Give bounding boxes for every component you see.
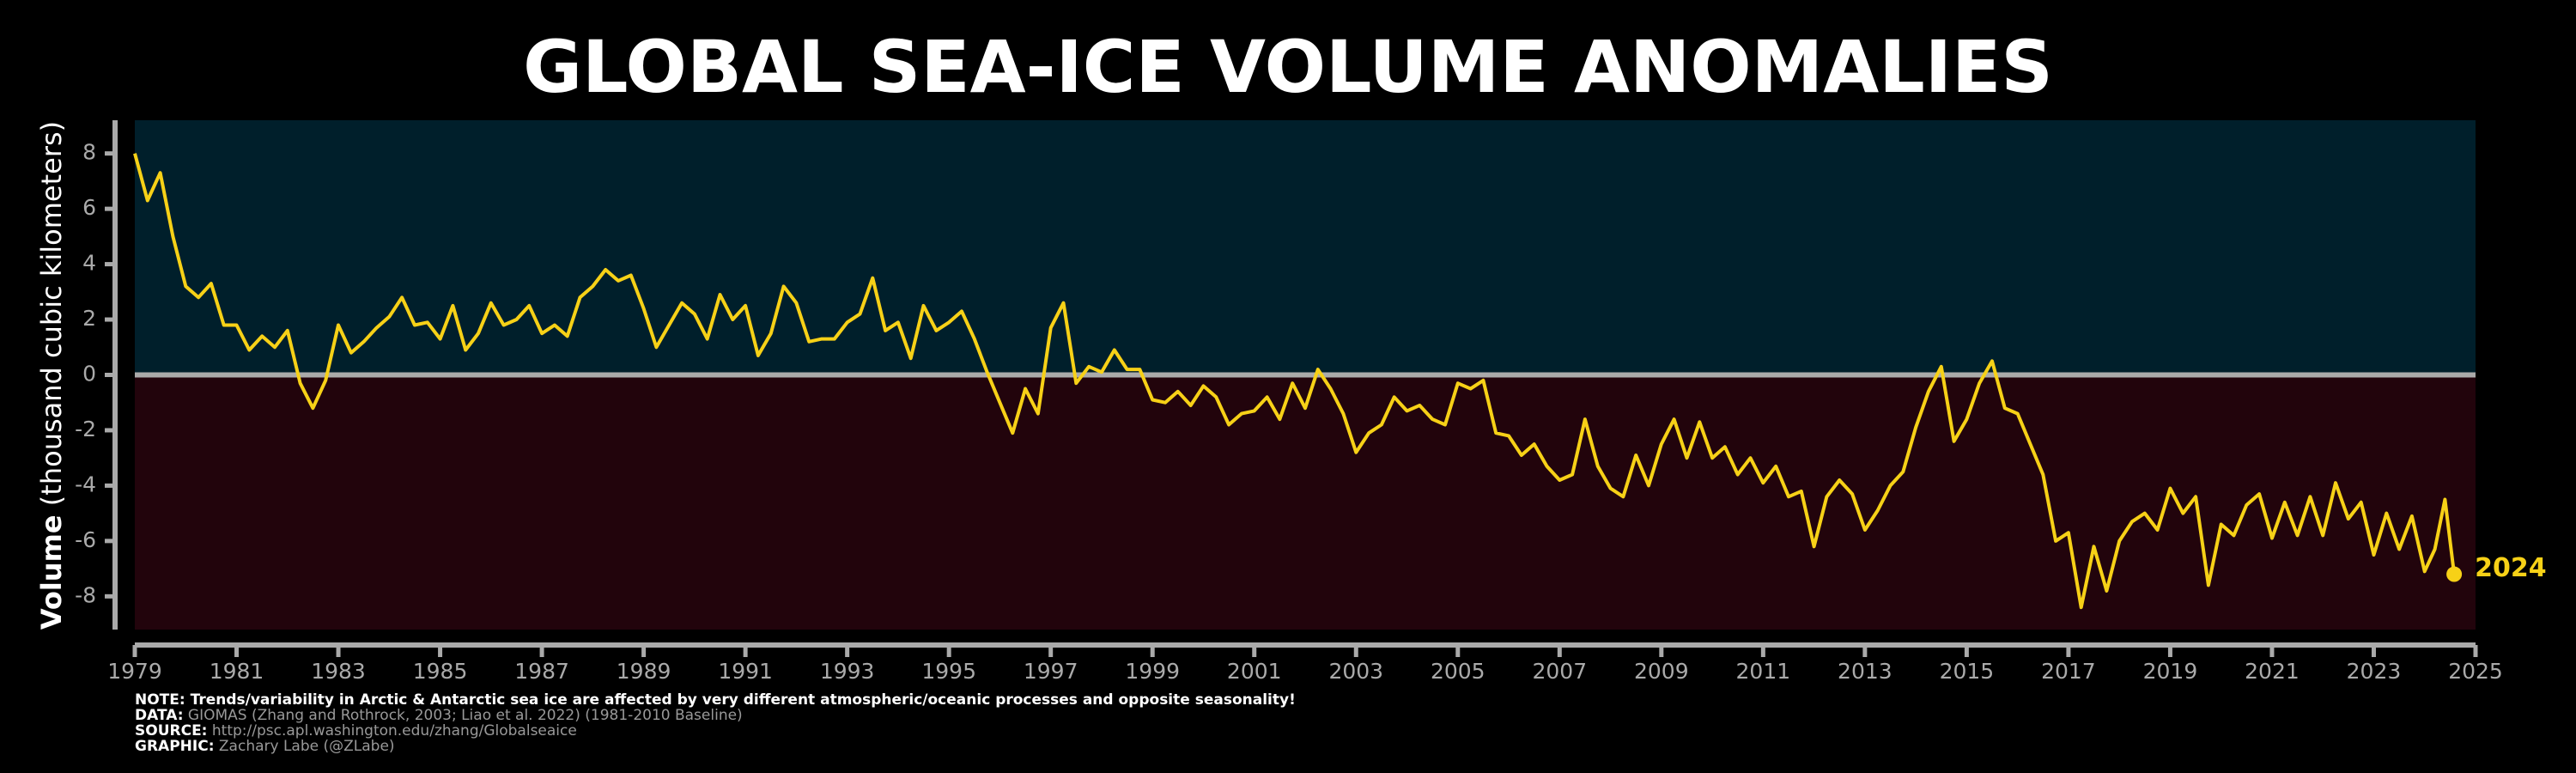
footnote: GRAPHIC: Zachary Labe (@ZLabe) — [135, 738, 395, 755]
x-tick-label: 2001 — [1227, 659, 1282, 684]
x-tick-label: 2017 — [2041, 659, 2096, 684]
x-tick-label: 2025 — [2448, 659, 2503, 684]
x-tick-label: 2007 — [1532, 659, 1587, 684]
footnote: DATA: GIOMAS (Zhang and Rothrock, 2003; … — [135, 707, 743, 724]
footnote: SOURCE: http://psc.apl.washington.edu/zh… — [135, 722, 577, 740]
data-line — [133, 153, 2457, 610]
x-tick-label: 1987 — [514, 659, 569, 684]
x-tick-label: 1999 — [1125, 659, 1180, 684]
footnote-label: GRAPHIC: — [135, 738, 215, 755]
x-tick-label: 1985 — [413, 659, 468, 684]
footnote-text: http://psc.apl.washington.edu/zhang/Glob… — [207, 722, 576, 740]
y-tick-label: 8 — [82, 140, 96, 165]
y-axis-label: Volume (thousand cubic kilometers) — [35, 121, 68, 630]
end-label: 2024 — [2475, 553, 2547, 583]
lower-band — [135, 374, 2476, 630]
x-tick-label: 2015 — [1940, 659, 1995, 684]
x-tick-label: 1993 — [820, 659, 875, 684]
x-tick-label: 2019 — [2143, 659, 2198, 684]
x-tick-label: 2023 — [2347, 659, 2402, 684]
y-tick-label: 2 — [82, 306, 96, 331]
footnote-text: GIOMAS (Zhang and Rothrock, 2003; Liao e… — [184, 707, 743, 724]
x-tick-label: 1981 — [210, 659, 264, 684]
footnote-label: DATA: — [135, 707, 184, 724]
footnote: NOTE: Trends/variability in Arctic & Ant… — [135, 691, 1296, 709]
footnote-label: SOURCE: — [135, 722, 207, 740]
y-label-bold: Volume — [35, 514, 68, 630]
x-tick-label: 2009 — [1634, 659, 1689, 684]
x-tick-label: 1979 — [107, 659, 162, 684]
chart-title: GLOBAL SEA-ICE VOLUME ANOMALIES — [523, 25, 2053, 109]
x-tick-label: 2011 — [1736, 659, 1791, 684]
x-tick-label: 1997 — [1024, 659, 1078, 684]
footnote-text: Zachary Labe (@ZLabe) — [215, 738, 395, 755]
footnote-text: Trends/variability in Arctic & Antarctic… — [185, 691, 1296, 709]
x-tick-label: 2005 — [1431, 659, 1485, 684]
x-tick-label: 1989 — [617, 659, 671, 684]
y-tick-label: 0 — [82, 362, 96, 386]
y-tick-label: -4 — [75, 472, 96, 496]
y-tick-label: -2 — [75, 417, 96, 441]
x-tick-label: 2021 — [2245, 659, 2300, 684]
x-tick-label: 1983 — [311, 659, 366, 684]
upper-band — [135, 120, 2476, 375]
x-tick-label: 1995 — [921, 659, 976, 684]
x-tick-label: 2013 — [1838, 659, 1893, 684]
y-tick-label: 4 — [82, 251, 96, 276]
x-tick-label: 2003 — [1328, 659, 1383, 684]
y-label-rest: (thousand cubic kilometers) — [35, 121, 68, 515]
footnote-label: NOTE: — [135, 691, 185, 709]
y-tick-label: 6 — [82, 195, 96, 220]
y-tick-label: -8 — [75, 582, 96, 607]
y-tick-label: -6 — [75, 527, 96, 552]
x-tick-label: 1991 — [718, 659, 773, 684]
end-point — [2446, 566, 2463, 582]
